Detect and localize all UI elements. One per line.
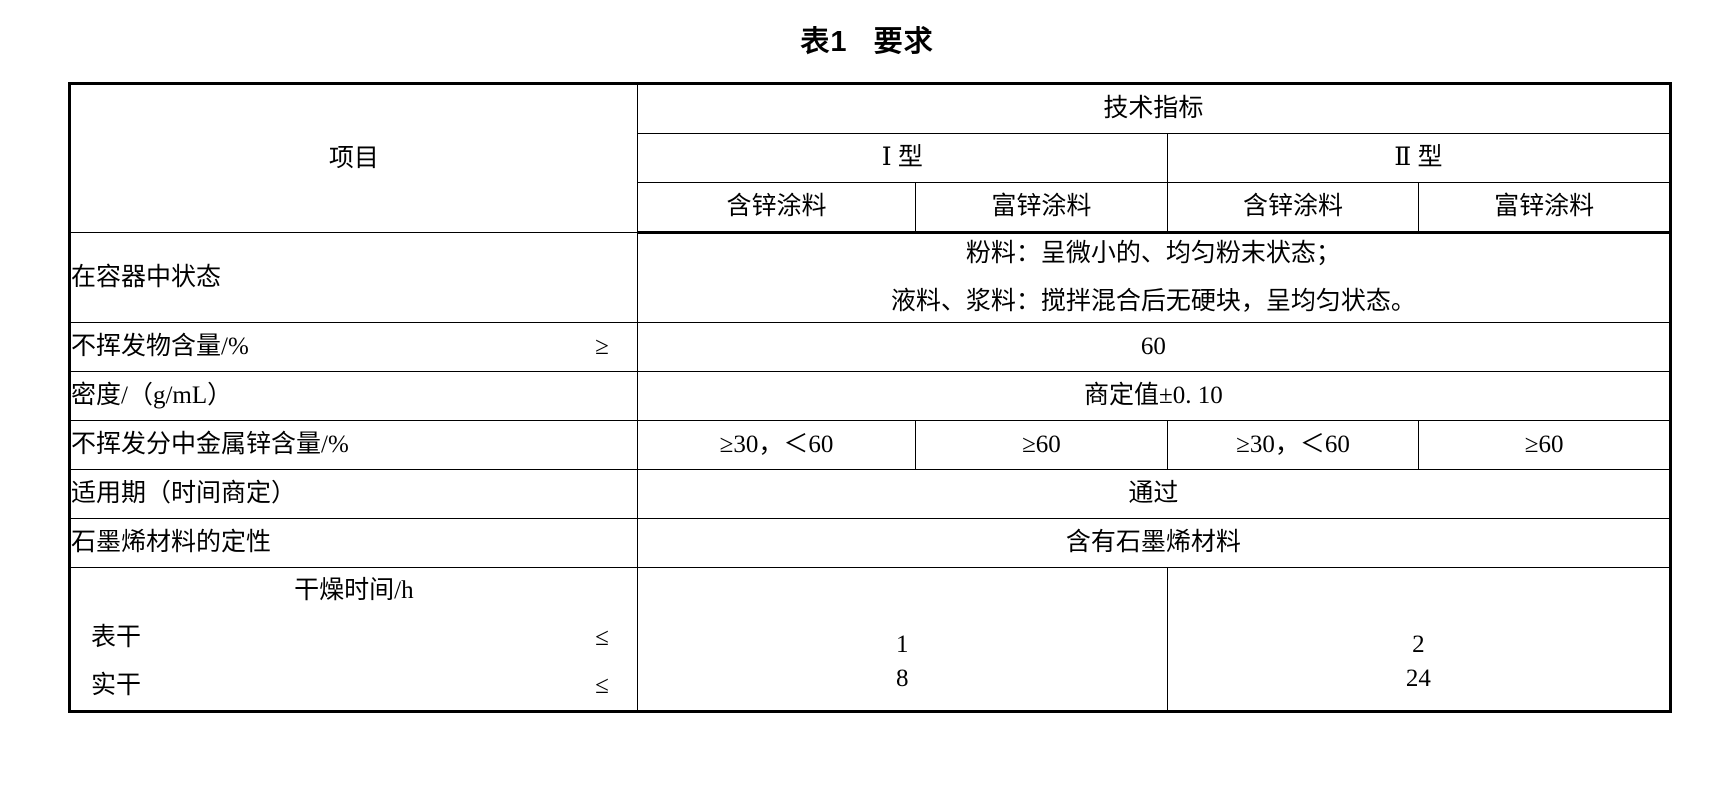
- row-value-density: 商定值±0. 10: [636, 371, 1673, 421]
- table-number: 表1: [800, 26, 848, 58]
- drying-surface-dry-type1: 1: [896, 631, 909, 659]
- row-label-metallic-zinc-content: 不挥发分中金属锌含量/%: [68, 420, 638, 470]
- table-title-text: 要求: [873, 26, 934, 58]
- table-row: 不挥发分中金属锌含量/% ≥30，＜60 ≥60 ≥30，＜60 ≥60: [68, 420, 1672, 470]
- row-label-drying-time: 干燥时间/h: [68, 567, 638, 614]
- row-label-text: 不挥发物含量/%: [71, 333, 249, 361]
- table-row: 实干 ≤: [68, 662, 1671, 712]
- row-label-hard-dry: 实干 ≤: [68, 662, 638, 712]
- header-type-1: Ⅰ 型: [636, 133, 1168, 183]
- row-label-text: 不挥发分中金属锌含量/%: [71, 431, 349, 459]
- row-label-text: 在容器中状态: [71, 263, 222, 291]
- requirements-table: 项目 技术指标 Ⅰ 型 Ⅱ 型 含锌涂料 富锌涂料 含锌涂料 富锌涂料: [68, 82, 1673, 713]
- table-container: 项目 技术指标 Ⅰ 型 Ⅱ 型 含锌涂料 富锌涂料 含锌涂料 富锌涂料: [0, 82, 1734, 713]
- row-label-text: 密度/（g/mL）: [71, 382, 233, 410]
- header-row-products: 含锌涂料 富锌涂料 含锌涂料 富锌涂料: [70, 182, 1672, 234]
- header-product-type2-zinc-containing: 含锌涂料: [1166, 182, 1420, 234]
- row-value-graphene-qualification: 含有石墨烯材料: [636, 518, 1673, 568]
- row-label-container-state: 在容器中状态: [68, 232, 638, 323]
- header-product-type1-zinc-rich: 富锌涂料: [915, 182, 1168, 234]
- drying-hard-dry-type1: 8: [896, 665, 909, 692]
- row-value-zinc-type2-rich: ≥60: [1418, 420, 1672, 470]
- header-row-types: Ⅰ 型 Ⅱ 型: [70, 133, 1673, 183]
- drying-hard-dry-type2: 24: [1405, 665, 1431, 692]
- row-value-container-state: 粉料：呈微小的、均匀粉末状态； 液料、浆料：搅拌混合后无硬块，呈均匀状态。: [636, 232, 1673, 323]
- row-value-zinc-type1-containing: ≥30，＜60: [636, 420, 917, 470]
- table-title: 表1 要求: [0, 0, 1734, 82]
- table-row: 适用期（时间商定） 通过: [68, 469, 1673, 519]
- row-value-zinc-type2-containing: ≥30，＜60: [1166, 420, 1420, 470]
- row-operator: ≤: [595, 624, 609, 652]
- row-value-zinc-type1-rich: ≥60: [915, 420, 1168, 470]
- row-label-pot-life: 适用期（时间商定）: [68, 469, 638, 519]
- row-label-nonvolatile-content: 不挥发物含量/% ≥: [68, 322, 638, 372]
- header-tech-index: 技术指标: [636, 83, 1673, 134]
- table-row: 干燥时间/h 1 8 2 24: [68, 567, 1673, 712]
- row-label-text: 表干: [91, 624, 142, 652]
- table-row: 密度/（g/mL） 商定值±0. 10: [68, 371, 1673, 421]
- row-operator: ≥: [595, 333, 609, 361]
- state-line-liquid: 液料、浆料：搅拌混合后无硬块，呈均匀状态。: [890, 288, 1416, 315]
- row-label-text: 石墨烯材料的定性: [71, 529, 272, 557]
- table-row: 表干 ≤: [68, 614, 1671, 662]
- drying-surface-dry-type2: 2: [1412, 631, 1425, 659]
- drying-time-type2-cell: 2 24: [1166, 567, 1673, 712]
- drying-time-type1-cell: 1 8: [636, 567, 1168, 712]
- row-label-surface-dry: 表干 ≤: [68, 614, 638, 662]
- row-operator: ≤: [595, 672, 609, 700]
- row-label-text: 实干: [91, 672, 142, 700]
- header-product-type2-zinc-rich: 富锌涂料: [1418, 182, 1672, 234]
- table-row: 在容器中状态 粉料：呈微小的、均匀粉末状态； 液料、浆料：搅拌混合后无硬块，呈均…: [68, 232, 1673, 323]
- header-row-tech: 项目 技术指标: [68, 83, 1673, 233]
- row-label-density: 密度/（g/mL）: [68, 371, 638, 421]
- table-row: 石墨烯材料的定性 含有石墨烯材料: [68, 518, 1673, 568]
- row-label-graphene-qualification: 石墨烯材料的定性: [68, 518, 638, 568]
- row-value-nonvolatile-content: 60: [636, 322, 1673, 372]
- state-line-powder: 粉料：呈微小的、均匀粉末状态；: [965, 240, 1341, 268]
- header-product-type1-zinc-containing: 含锌涂料: [636, 182, 917, 234]
- row-value-pot-life: 通过: [636, 469, 1673, 519]
- header-item-column: 项目: [68, 83, 638, 233]
- header-type-2: Ⅱ 型: [1166, 133, 1673, 183]
- table-row: 不挥发物含量/% ≥ 60: [68, 322, 1673, 372]
- row-label-text: 适用期（时间商定）: [71, 480, 297, 508]
